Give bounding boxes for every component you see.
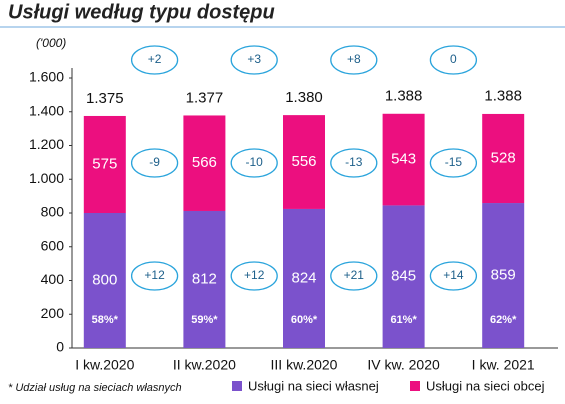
footnote: * Udział usług na sieciach własnych [8,382,182,394]
unit-label: ('000) [36,36,66,50]
change-bubble [330,45,378,75]
value-label: 845 [391,268,416,285]
change-label: +2 [148,52,162,66]
change-label: +14 [443,268,464,282]
legend-swatch [232,381,242,391]
change-label: +21 [344,268,365,282]
y-tick-label: 1.400 [29,102,64,118]
value-label: 800 [92,271,117,288]
share-label: 60%* [291,314,318,326]
y-tick-label: 0 [56,339,64,355]
change-label: -13 [345,155,363,169]
bar-segment [482,203,525,348]
y-tick-label: 600 [41,237,65,253]
change-bubble [230,45,278,75]
change-bubble [429,261,478,291]
change-label: -15 [445,155,463,169]
x-tick-label: II kw.2020 [173,357,236,373]
x-tick-label: IV kw. 2020 [367,357,440,373]
legend-label: Usługi na sieci własnej [248,378,379,393]
change-bubble [130,45,179,75]
share-label: 59%* [191,314,218,326]
total-label: 1.377 [186,90,224,107]
change-bubble [130,261,179,291]
value-label: 566 [192,154,217,171]
share-label: 61%* [390,314,417,326]
change-bubble [230,261,278,291]
bar-segment [83,213,126,348]
total-label: 1.375 [86,90,124,107]
change-label: +3 [247,52,261,66]
chart-title: Usługi według typu dostępu [8,1,275,23]
change-label: 0 [450,52,457,66]
change-bubble [130,148,179,178]
x-tick-label: III kw.2020 [271,357,338,373]
change-label: +12 [244,268,265,282]
share-label: 62%* [490,314,517,326]
change-label: +12 [144,268,165,282]
x-tick-label: I kw. 2021 [472,357,535,373]
share-label: 58%* [92,314,119,326]
bar-segment [183,115,226,211]
total-label: 1.380 [285,89,323,106]
bar-segment [482,113,525,204]
change-label: +8 [347,52,361,66]
change-bubble [230,148,278,178]
y-tick-label: 1.200 [29,136,64,152]
y-tick-label: 400 [41,271,65,287]
y-tick-label: 200 [41,305,65,321]
legend-label: Usługi na sieci obcej [426,378,545,393]
value-label: 859 [491,266,516,283]
change-bubble [429,45,478,75]
bar-segment [83,115,126,213]
change-bubble [330,148,378,178]
change-label: -9 [149,155,160,169]
bar-segment [382,205,425,348]
x-tick-label: I kw.2020 [75,357,134,373]
value-label: 824 [291,269,316,286]
y-tick-label: 800 [41,204,65,220]
change-bubble [429,148,478,178]
bar-segment [183,210,226,348]
change-label: -10 [246,155,264,169]
total-label: 1.388 [484,88,522,105]
value-label: 556 [291,153,316,170]
value-label: 812 [192,270,217,287]
value-label: 575 [92,155,117,172]
legend-swatch [410,381,420,391]
value-label: 543 [391,151,416,168]
y-tick-label: 1.600 [29,69,64,85]
bar-segment [382,113,425,206]
change-bubble [330,261,378,291]
bar-segment [283,115,325,209]
bar-segment [283,208,325,348]
total-label: 1.388 [385,88,423,105]
y-tick-label: 1.000 [29,170,64,186]
value-label: 528 [491,149,516,166]
